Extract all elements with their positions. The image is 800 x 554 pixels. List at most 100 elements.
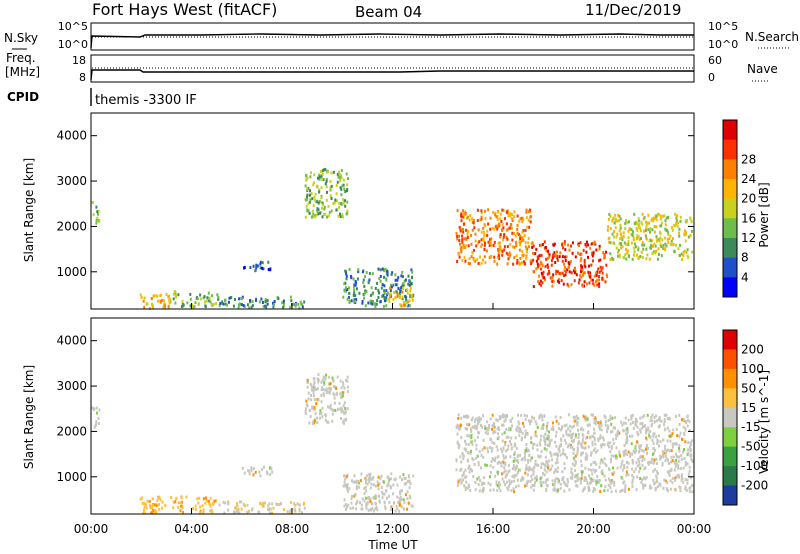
velocity-cell [554, 480, 557, 484]
power-cell [311, 209, 314, 213]
velocity-cell [347, 503, 350, 507]
velocity-cell [636, 433, 639, 437]
power-cell [545, 246, 547, 249]
velocity-cell [465, 442, 468, 446]
velocity-cell [647, 426, 650, 430]
velocity-cell [525, 443, 528, 446]
velocity-cell [512, 487, 515, 491]
power-cell [503, 245, 506, 249]
power-cell [243, 266, 246, 269]
velocity-cell [599, 427, 601, 431]
velocity-cell [206, 499, 209, 503]
velocity-cell [456, 432, 459, 436]
velocity-cell [610, 422, 613, 426]
power-cell [556, 250, 558, 254]
power-cell [550, 259, 553, 263]
velocity-cell [632, 427, 635, 430]
power-cell [380, 286, 383, 290]
power-cell [565, 269, 568, 273]
velocity-cell [467, 459, 469, 463]
velocity-cell [515, 464, 518, 468]
velocity-cell [614, 426, 616, 430]
velocity-cell [635, 449, 637, 453]
velocity-cell [592, 490, 595, 494]
velocity-cell [547, 430, 550, 434]
velocity-cell [313, 381, 316, 384]
velocity-cell [578, 477, 581, 481]
power-cell [538, 263, 541, 267]
velocity-cell [574, 435, 577, 439]
velocity-cell [608, 477, 611, 481]
velocity-cell [649, 460, 652, 464]
velocity-cell [630, 417, 633, 421]
power-cell [307, 209, 310, 213]
velocity-cell [340, 417, 342, 420]
velocity-cell [486, 446, 489, 450]
velocity-cell [563, 467, 566, 471]
power-cell [568, 270, 571, 274]
power-cell [193, 305, 196, 309]
power-cell [156, 294, 159, 298]
velocity-cell [555, 434, 557, 438]
power-cell [535, 247, 538, 251]
power-cell [354, 280, 357, 283]
power-cell [468, 218, 471, 222]
power-cell [572, 269, 575, 273]
power-cell [592, 241, 595, 245]
power-cell [637, 248, 640, 252]
power-cell [345, 274, 348, 278]
power-cell [358, 291, 361, 295]
power-cell [255, 298, 257, 302]
power-cell [215, 302, 218, 306]
velocity-cell [406, 479, 409, 483]
velocity-cell [359, 479, 362, 483]
velocity-cell [593, 421, 596, 425]
velocity-cell [622, 421, 625, 425]
velocity-cell [161, 506, 163, 510]
velocity-cell [576, 446, 579, 450]
velocity-cell [623, 444, 626, 448]
power-cell [525, 247, 528, 251]
velocity-cell [497, 436, 500, 440]
power-cell [269, 268, 272, 272]
power-cell [97, 212, 99, 216]
velocity-cell [298, 507, 301, 511]
power-cell [538, 243, 541, 247]
velocity-cell [641, 422, 644, 425]
velocity-cell [371, 477, 374, 481]
velocity-cell [546, 428, 549, 432]
velocity-cell [407, 501, 410, 505]
power-cell [632, 230, 634, 234]
velocity-cell [521, 436, 524, 440]
velocity-cell [609, 486, 612, 490]
velocity-cell [612, 441, 615, 445]
velocity-cell [401, 478, 403, 482]
velocity-cell [196, 497, 199, 501]
power-cell [204, 304, 207, 308]
colorbar-swatch [723, 466, 737, 487]
power-cell [477, 241, 480, 245]
power-cell [323, 207, 326, 211]
power-cell [361, 299, 364, 303]
velocity-cell [392, 492, 394, 496]
power-cell [186, 301, 189, 305]
velocity-cell [683, 432, 686, 436]
velocity-cell [605, 464, 608, 468]
velocity-cell [553, 471, 556, 474]
velocity-cell [313, 388, 315, 392]
power-cell [482, 226, 485, 230]
velocity-cell [499, 483, 502, 487]
colorbar-tick-label: 200 [741, 342, 764, 356]
velocity-cell [533, 416, 535, 420]
velocity-cell [539, 438, 542, 442]
velocity-cell [342, 381, 344, 385]
velocity-cell [652, 478, 655, 482]
velocity-cell [642, 483, 644, 487]
velocity-cell [593, 438, 596, 442]
velocity-cell [471, 457, 474, 461]
velocity-cell [404, 476, 407, 480]
power-cell [352, 293, 355, 297]
power-cell [525, 210, 528, 214]
power-cell [659, 243, 662, 247]
velocity-cell [377, 475, 380, 479]
